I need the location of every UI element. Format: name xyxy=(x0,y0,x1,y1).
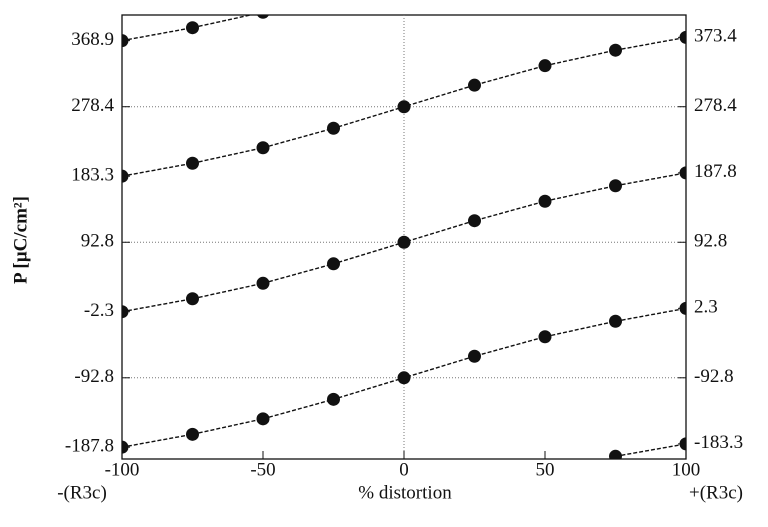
data-point xyxy=(186,156,199,170)
x-tick-label: -50 xyxy=(250,459,275,480)
data-point xyxy=(186,427,199,441)
data-point xyxy=(609,179,622,193)
series-line xyxy=(615,443,686,457)
y2-tick-label: -92.8 xyxy=(694,366,734,387)
data-point xyxy=(397,100,411,114)
data-point xyxy=(397,371,411,385)
left-end-label: -(R3c) xyxy=(57,482,107,503)
data-point xyxy=(538,59,552,73)
plot-area xyxy=(122,15,686,459)
data-point xyxy=(679,301,686,315)
y2-tick-label: 92.8 xyxy=(694,231,727,252)
y2-tick-label: 2.3 xyxy=(694,297,718,318)
right-end-label: +(R3c) xyxy=(689,482,743,503)
data-point xyxy=(122,34,129,48)
data-point xyxy=(186,292,199,306)
y-tick-label: -2.3 xyxy=(84,300,114,321)
y-tick-label: 368.9 xyxy=(71,29,114,50)
data-point xyxy=(257,15,269,19)
data-point xyxy=(538,194,552,208)
y-tick-label: -92.8 xyxy=(74,366,114,387)
data-point xyxy=(468,349,481,363)
x-tick-label: 0 xyxy=(399,459,409,480)
y2-tick-label: -183.3 xyxy=(694,432,743,453)
data-point xyxy=(256,141,270,155)
x-tick-label: 50 xyxy=(536,459,555,480)
y-tick-label: 92.8 xyxy=(81,231,114,252)
data-point xyxy=(186,21,199,35)
y2-tick-label: 278.4 xyxy=(694,95,737,116)
data-point xyxy=(609,449,622,459)
data-point xyxy=(468,78,481,92)
data-point xyxy=(122,305,129,319)
data-point xyxy=(468,214,481,228)
data-point xyxy=(538,330,552,344)
x-tick-label: 100 xyxy=(672,459,701,480)
data-point xyxy=(609,43,622,57)
y2-tick-label: 187.8 xyxy=(694,161,737,182)
data-point xyxy=(256,276,270,290)
y-tick-label: -187.8 xyxy=(65,436,114,457)
data-point xyxy=(122,169,129,183)
data-point xyxy=(327,121,340,135)
data-point xyxy=(397,235,411,249)
data-point xyxy=(679,166,686,180)
data-point xyxy=(327,257,340,271)
y-tick-label: 183.3 xyxy=(71,165,114,186)
y2-tick-label: 373.4 xyxy=(694,26,737,47)
data-point xyxy=(327,392,340,406)
data-point xyxy=(256,412,270,426)
data-point xyxy=(122,440,129,454)
data-point xyxy=(679,30,686,44)
data-point xyxy=(609,314,622,328)
y-axis-label: P [µC/cm²] xyxy=(10,196,31,284)
y-tick-label: 278.4 xyxy=(71,95,114,116)
data-point xyxy=(679,437,686,451)
x-axis-label: % distortion xyxy=(358,482,452,503)
x-tick-label: -100 xyxy=(105,459,140,480)
